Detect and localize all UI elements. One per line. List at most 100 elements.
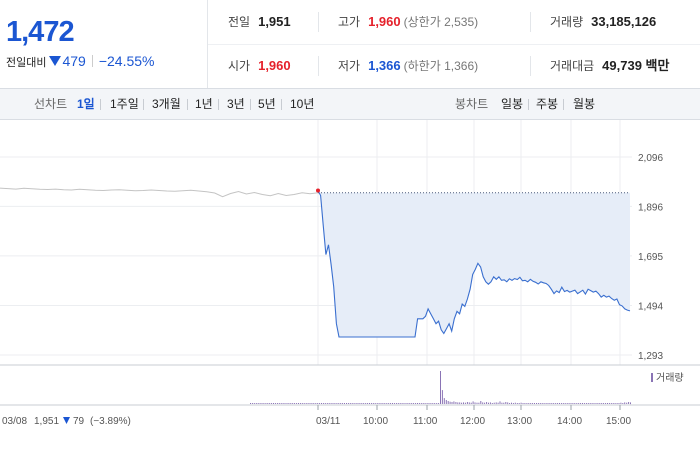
volume-bar: [347, 403, 349, 404]
volume-bar: [536, 403, 537, 404]
divider: [563, 99, 564, 110]
volume-bar: [543, 403, 545, 404]
volume-bar: [524, 403, 526, 404]
tab-1day[interactable]: 1일: [77, 97, 95, 111]
volume-bar: [319, 403, 321, 404]
volume-bar: [585, 403, 587, 404]
volume-cell: 거래량 33,185,126: [550, 0, 656, 44]
volume-bar: [432, 403, 434, 404]
divider: [218, 99, 219, 110]
tab-1week[interactable]: 1주일: [110, 97, 139, 111]
open-price-marker: [316, 188, 320, 193]
volume-bar: [280, 403, 282, 404]
volume-bar: [463, 402, 464, 405]
volume-bar: [263, 403, 265, 404]
divider: [528, 99, 529, 110]
volume-bar: [608, 403, 610, 404]
volume-bar: [357, 403, 359, 404]
volume-bar: [537, 403, 539, 404]
divider: [318, 12, 319, 32]
volume-bar: [522, 403, 524, 404]
volume-bar: [344, 403, 345, 404]
volume-bar: [430, 403, 432, 404]
prev-close-label: 전일: [228, 15, 251, 29]
tab-daily-candle[interactable]: 일봉: [501, 97, 524, 111]
volume-bar: [562, 403, 564, 404]
volume-bar: [457, 402, 459, 405]
volume-bar: [355, 403, 357, 404]
volume-bar: [443, 398, 445, 404]
volume-bar: [472, 401, 474, 404]
y-tick-label: 2,096: [638, 153, 663, 164]
volume-bar: [582, 403, 583, 404]
volume-bar: [253, 403, 255, 404]
volume-bar: [301, 403, 303, 404]
amount-value: 49,739 백만: [602, 58, 670, 73]
divider: [318, 56, 319, 76]
volume-bar: [309, 403, 311, 404]
volume-bar: [526, 403, 528, 404]
volume-bar: [491, 403, 493, 404]
volume-bar: [520, 402, 522, 404]
upper-limit: (상한가 2,535): [403, 15, 479, 29]
volume-bar: [338, 403, 340, 404]
volume-bar: [610, 403, 612, 404]
x-tick-label: 10:00: [363, 416, 388, 427]
quote-stats: 전일 1,951 고가 1,960 (상한가 2,535) 거래량 33,185,126…: [208, 0, 700, 88]
volume-bar: [541, 403, 543, 404]
volume-bar: [370, 403, 372, 404]
volume-bar: [282, 403, 284, 404]
volume-bar: [566, 403, 568, 404]
volume-bar: [553, 403, 555, 404]
change-label: 전일대비: [6, 57, 47, 69]
volume-bar: [311, 403, 313, 404]
volume-bar: [580, 403, 582, 404]
volume-value: 33,185,126: [591, 14, 657, 29]
volume-bar: [424, 403, 426, 404]
volume-bar: [317, 403, 319, 404]
tab-3month[interactable]: 3개월: [152, 97, 181, 111]
volume-bar: [420, 403, 422, 404]
volume-bar: [411, 403, 413, 404]
volume-bar: [434, 403, 436, 404]
volume-bar: [286, 403, 288, 404]
prev-day-price-line: [0, 187, 319, 198]
tab-weekly-candle[interactable]: 주봉: [536, 97, 559, 111]
volume-bar: [499, 401, 501, 404]
volume-bar: [255, 403, 257, 404]
volume-bar: [307, 403, 309, 404]
volume-bar: [605, 403, 607, 404]
tab-5year[interactable]: 5년: [258, 97, 276, 111]
volume-bar: [298, 403, 299, 404]
volume-bar: [614, 403, 616, 404]
volume-bar: [422, 403, 424, 404]
volume-bar: [328, 403, 330, 404]
tab-1year[interactable]: 1년: [195, 97, 213, 111]
volume-bar: [353, 403, 355, 404]
current-price: 1,472: [6, 16, 75, 48]
tab-10year[interactable]: 10년: [290, 97, 315, 111]
volume-bar: [587, 403, 589, 404]
amount-cell: 거래대금 49,739 백만: [550, 44, 669, 88]
open-label: 시가: [228, 59, 251, 73]
divider: [530, 12, 531, 32]
volume-bar: [464, 402, 466, 404]
volume-bar: [583, 403, 585, 404]
volume-bar: [568, 403, 570, 404]
volume-bar: [626, 402, 628, 404]
volume-bar: [376, 403, 378, 404]
open-value: 1,960: [258, 58, 291, 73]
prev-date: 03/08: [2, 416, 27, 427]
volume-bar: [292, 403, 294, 404]
y-tick-label: 1,695: [638, 252, 663, 263]
tab-3year[interactable]: 3년: [227, 97, 245, 111]
today-price-area: [318, 190, 630, 337]
volume-bar: [453, 401, 455, 404]
volume-bar: [346, 403, 347, 404]
volume-bar: [482, 402, 484, 405]
period-tabs: 선차트 1일 1주일 3개월 1년 3년 5년 10년 봉차트 일봉 주봉 월봉: [0, 89, 700, 120]
amount-label: 거래대금: [550, 59, 595, 73]
x-tick-label: 11:00: [413, 416, 438, 427]
tab-monthly-candle[interactable]: 월봉: [573, 97, 596, 111]
